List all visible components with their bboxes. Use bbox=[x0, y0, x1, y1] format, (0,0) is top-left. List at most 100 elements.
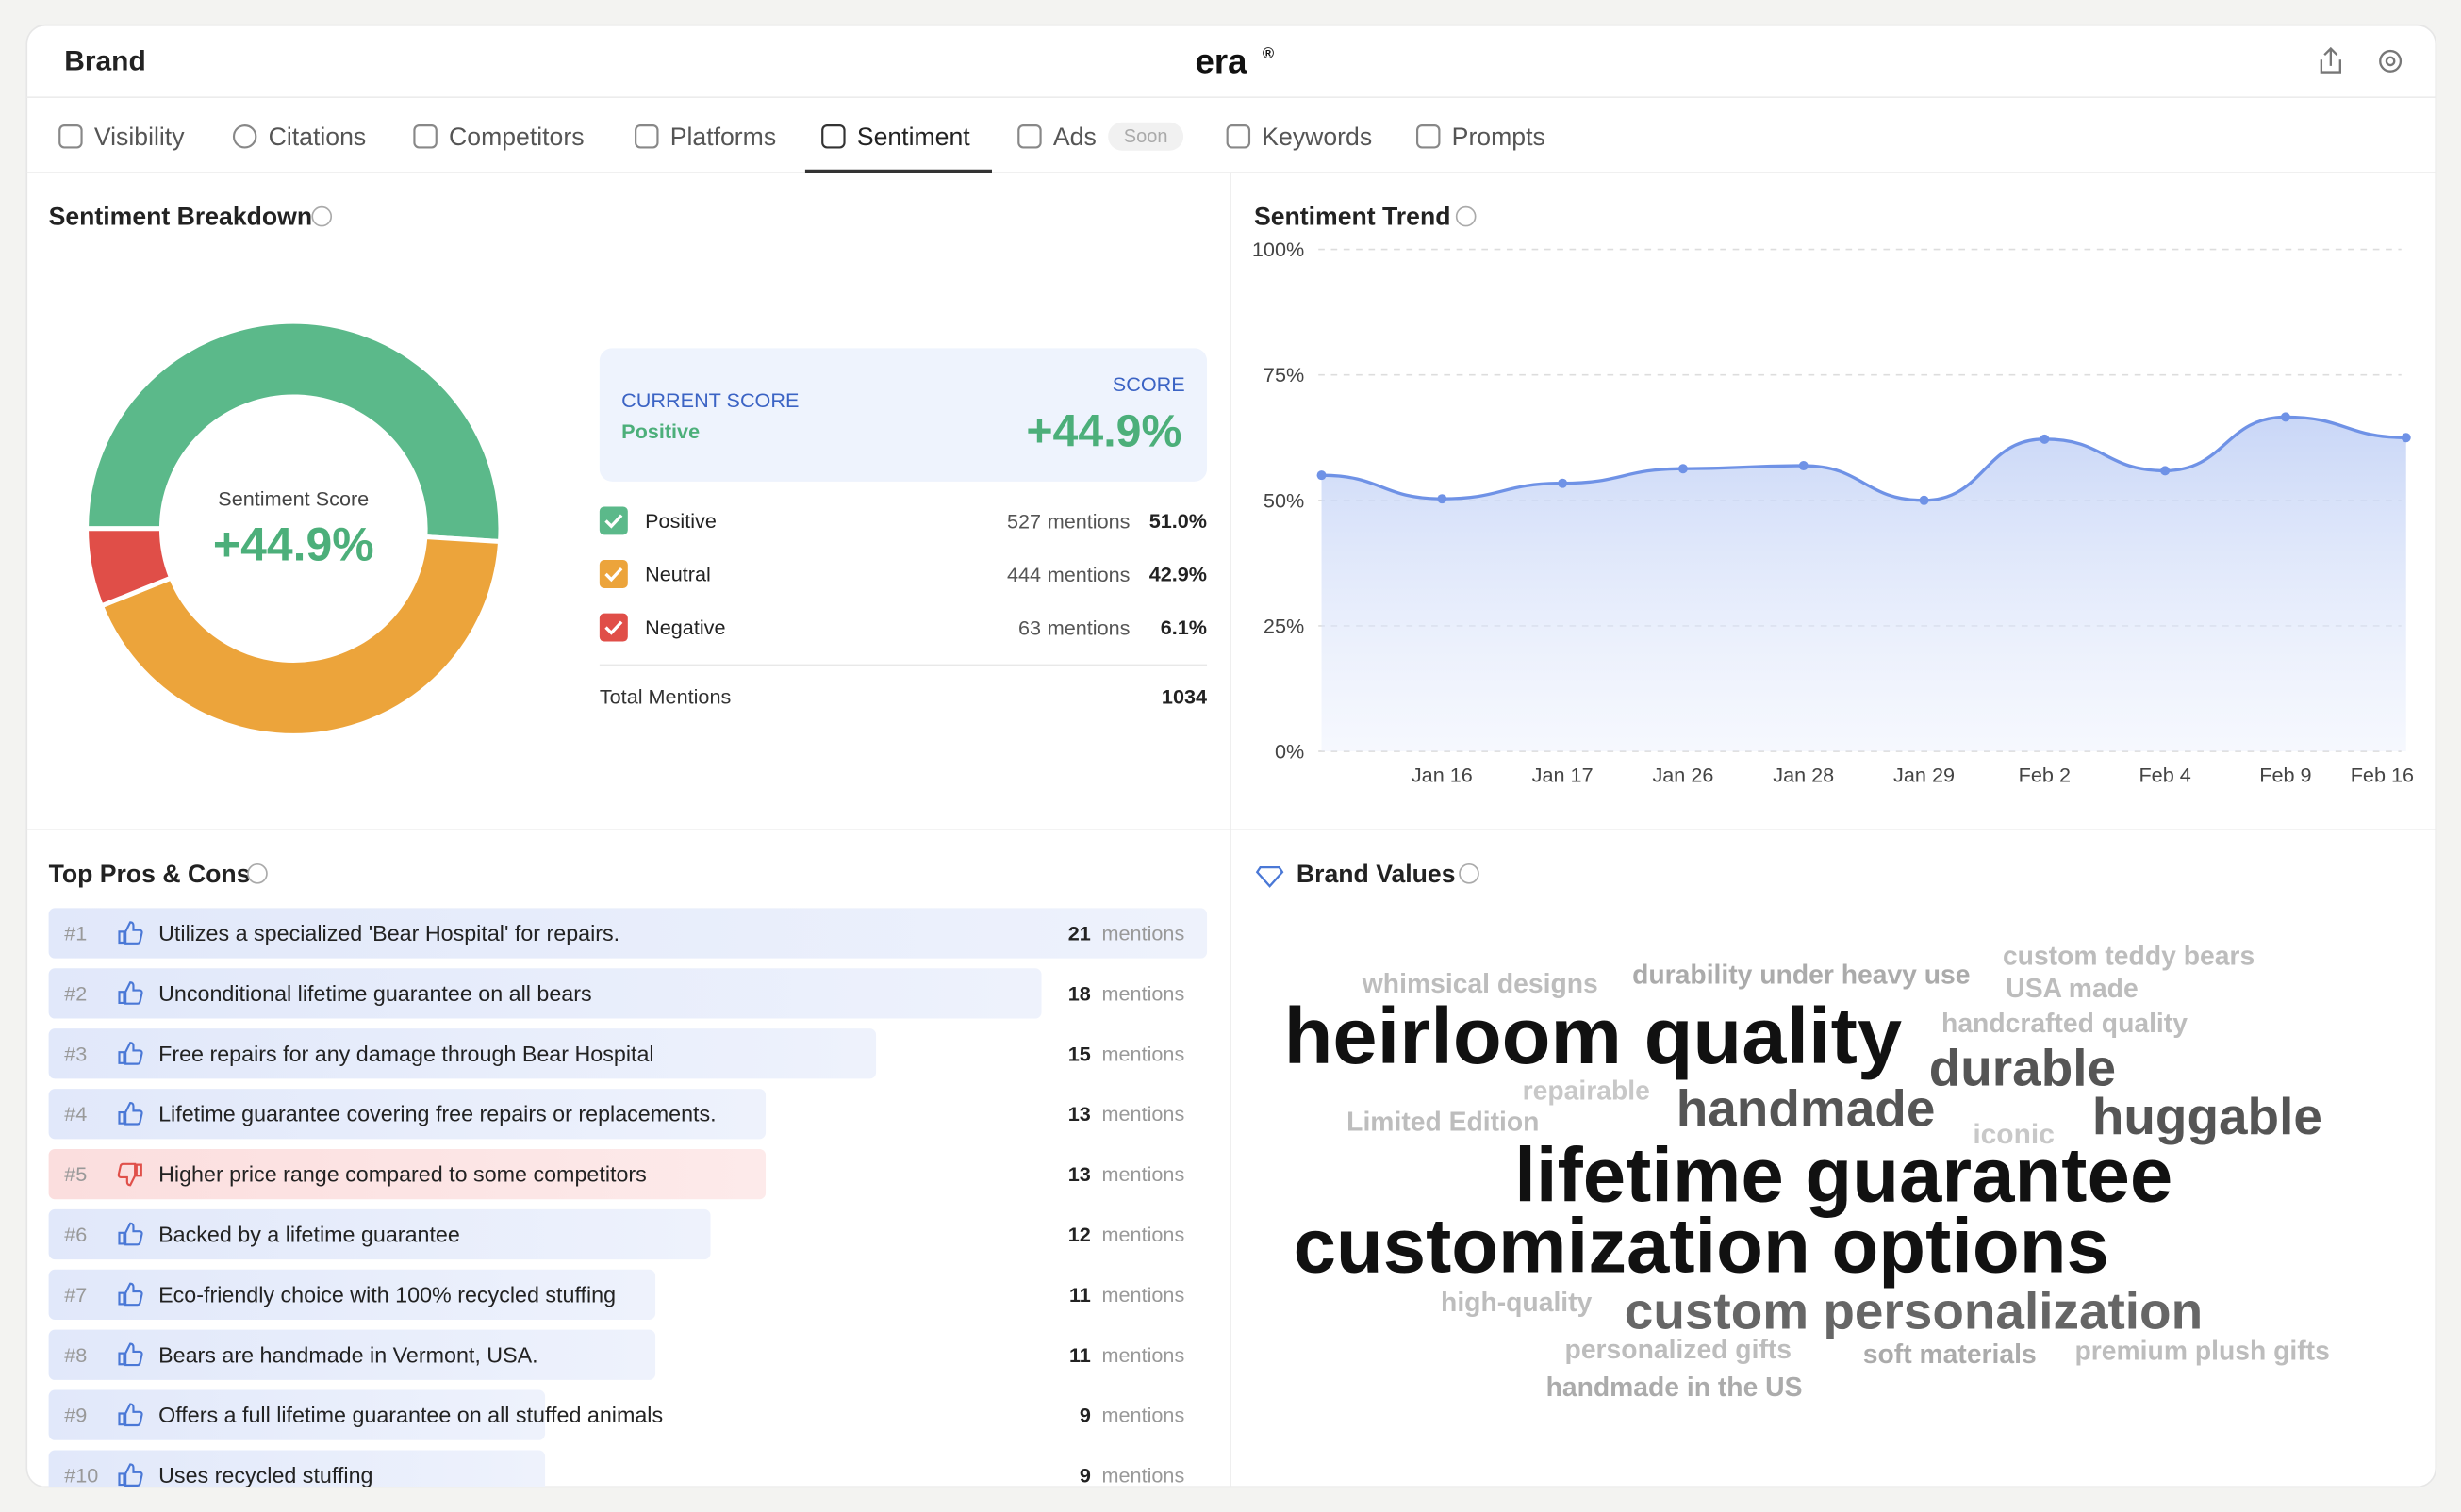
y-tick-label: 25% bbox=[1264, 614, 1304, 637]
item-text: Bears are handmade in Vermont, USA. bbox=[158, 1342, 538, 1367]
mention-unit: mentions bbox=[1102, 1042, 1185, 1065]
legend-check bbox=[604, 620, 623, 635]
mention-unit: mentions bbox=[1102, 1283, 1185, 1307]
mention-unit: mentions bbox=[1102, 1464, 1185, 1487]
item-text: Utilizes a specialized 'Bear Hospital' f… bbox=[158, 921, 619, 945]
score-card-status: Positive bbox=[621, 419, 700, 443]
mention-count: 18 bbox=[1068, 981, 1091, 1005]
mention-unit: mentions bbox=[1102, 981, 1185, 1005]
cloud-word: soft materials bbox=[1863, 1339, 2037, 1369]
mention-count: 11 bbox=[1069, 1343, 1091, 1367]
legend-mentions: 527 mentions bbox=[1007, 509, 1131, 533]
info-icons bbox=[247, 205, 1479, 884]
cloud-word: personalized gifts bbox=[1565, 1334, 1792, 1364]
logo: era bbox=[1196, 41, 1248, 80]
thumbs-up-icon bbox=[118, 921, 143, 945]
mention-count: 527 bbox=[1007, 509, 1041, 533]
tab[interactable]: Platforms bbox=[635, 123, 776, 151]
tab-icon bbox=[58, 124, 83, 149]
x-tick-label: Feb 2 bbox=[2019, 763, 2071, 786]
y-tick-label: 50% bbox=[1264, 488, 1304, 512]
item-text: Lifetime guarantee covering free repairs… bbox=[158, 1102, 717, 1126]
cloud-word: whimsical designs bbox=[1362, 968, 1598, 998]
cloud-word: huggable bbox=[2092, 1087, 2322, 1145]
mention-bar bbox=[48, 908, 1208, 959]
thumbs-up-icon bbox=[118, 981, 143, 1005]
legend-checkbox bbox=[599, 560, 628, 588]
mention-count: 9 bbox=[1080, 1464, 1091, 1487]
section-title: Sentiment Trend bbox=[1254, 203, 1451, 231]
legend-mentions: 444 mentions bbox=[1007, 562, 1131, 585]
rank: #7 bbox=[64, 1283, 87, 1307]
mention-bar bbox=[48, 1089, 767, 1140]
item-text: Higher price range compared to some comp… bbox=[158, 1162, 647, 1187]
x-tick-label: Feb 4 bbox=[2139, 763, 2190, 786]
cloud-word: premium plush gifts bbox=[2075, 1336, 2330, 1366]
cloud-word: handcrafted quality bbox=[1941, 1008, 2188, 1038]
cloud-word: USA made bbox=[2006, 973, 2138, 1003]
mention-count: 12 bbox=[1068, 1223, 1091, 1246]
tab[interactable]: Prompts bbox=[1415, 123, 1545, 151]
mention-bar bbox=[48, 1329, 656, 1380]
score-card bbox=[599, 348, 1208, 482]
tab-icon bbox=[821, 124, 846, 149]
tab[interactable]: Keywords bbox=[1226, 123, 1372, 151]
thumbs-up-icon bbox=[118, 1282, 143, 1307]
x-tick-label: Jan 28 bbox=[1773, 763, 1834, 786]
legend-check bbox=[604, 514, 623, 529]
share-button[interactable] bbox=[2320, 46, 2341, 74]
tab[interactable]: Citations bbox=[232, 123, 366, 151]
diamond-icon bbox=[1255, 865, 1284, 888]
mention-unit: mentions bbox=[1102, 1343, 1185, 1367]
area bbox=[1321, 417, 2406, 752]
point bbox=[2160, 466, 2171, 476]
tab-label: Keywords bbox=[1262, 123, 1372, 151]
mention-unit: mentions bbox=[1102, 1223, 1185, 1246]
y-tick-label: 75% bbox=[1264, 363, 1304, 386]
point bbox=[2280, 412, 2290, 422]
point bbox=[2040, 434, 2050, 444]
donut-segment bbox=[84, 526, 174, 610]
cloud-word: repairable bbox=[1523, 1075, 1650, 1105]
x-tick-label: Jan 16 bbox=[1412, 763, 1473, 786]
tab[interactable]: Competitors bbox=[413, 123, 585, 151]
tab-label: Prompts bbox=[1452, 123, 1545, 151]
donut-center-value: +44.9% bbox=[213, 518, 374, 570]
point bbox=[1677, 464, 1688, 474]
section-title: Brand Values bbox=[1297, 860, 1456, 888]
rank: #1 bbox=[64, 922, 87, 945]
item-text: Free repairs for any damage through Bear… bbox=[158, 1042, 654, 1066]
cloud-word: customization options bbox=[1294, 1203, 2109, 1289]
thumbs-down-icon bbox=[117, 1162, 142, 1187]
header-title: Brand bbox=[64, 45, 146, 76]
mention-bar bbox=[48, 1028, 877, 1079]
x-tick-label: Feb 16 bbox=[2351, 763, 2414, 786]
item-text: Backed by a lifetime guarantee bbox=[158, 1222, 460, 1246]
tab[interactable]: Ads bbox=[1017, 123, 1097, 151]
cloud-word: heirloom quality bbox=[1284, 991, 1903, 1080]
mention-count: 11 bbox=[1069, 1283, 1091, 1307]
thumbs-up-icon bbox=[118, 1463, 143, 1487]
legend-checkbox bbox=[599, 613, 628, 642]
line bbox=[1321, 415, 2406, 502]
tab[interactable]: Visibility bbox=[58, 123, 185, 151]
section-title: Sentiment Breakdown bbox=[49, 203, 313, 231]
legend-percent: 6.1% bbox=[1161, 616, 1207, 639]
mention-bar bbox=[48, 968, 1042, 1019]
mention-bar bbox=[48, 1148, 767, 1200]
badge bbox=[1108, 122, 1184, 151]
tab-icon bbox=[1226, 124, 1251, 149]
tab-label: Visibility bbox=[94, 123, 185, 151]
legend-percent: 51.0% bbox=[1149, 509, 1207, 533]
point bbox=[1919, 495, 1929, 505]
mention-count: 15 bbox=[1068, 1042, 1091, 1065]
x-tick-label: Jan 26 bbox=[1652, 763, 1713, 786]
mention-unit: mentions bbox=[1048, 616, 1131, 639]
tab[interactable]: Sentiment bbox=[804, 123, 992, 173]
tab-icon bbox=[413, 124, 438, 149]
rank: #5 bbox=[64, 1162, 87, 1186]
settings-button[interactable] bbox=[2379, 49, 2403, 73]
rank: #2 bbox=[64, 981, 87, 1005]
